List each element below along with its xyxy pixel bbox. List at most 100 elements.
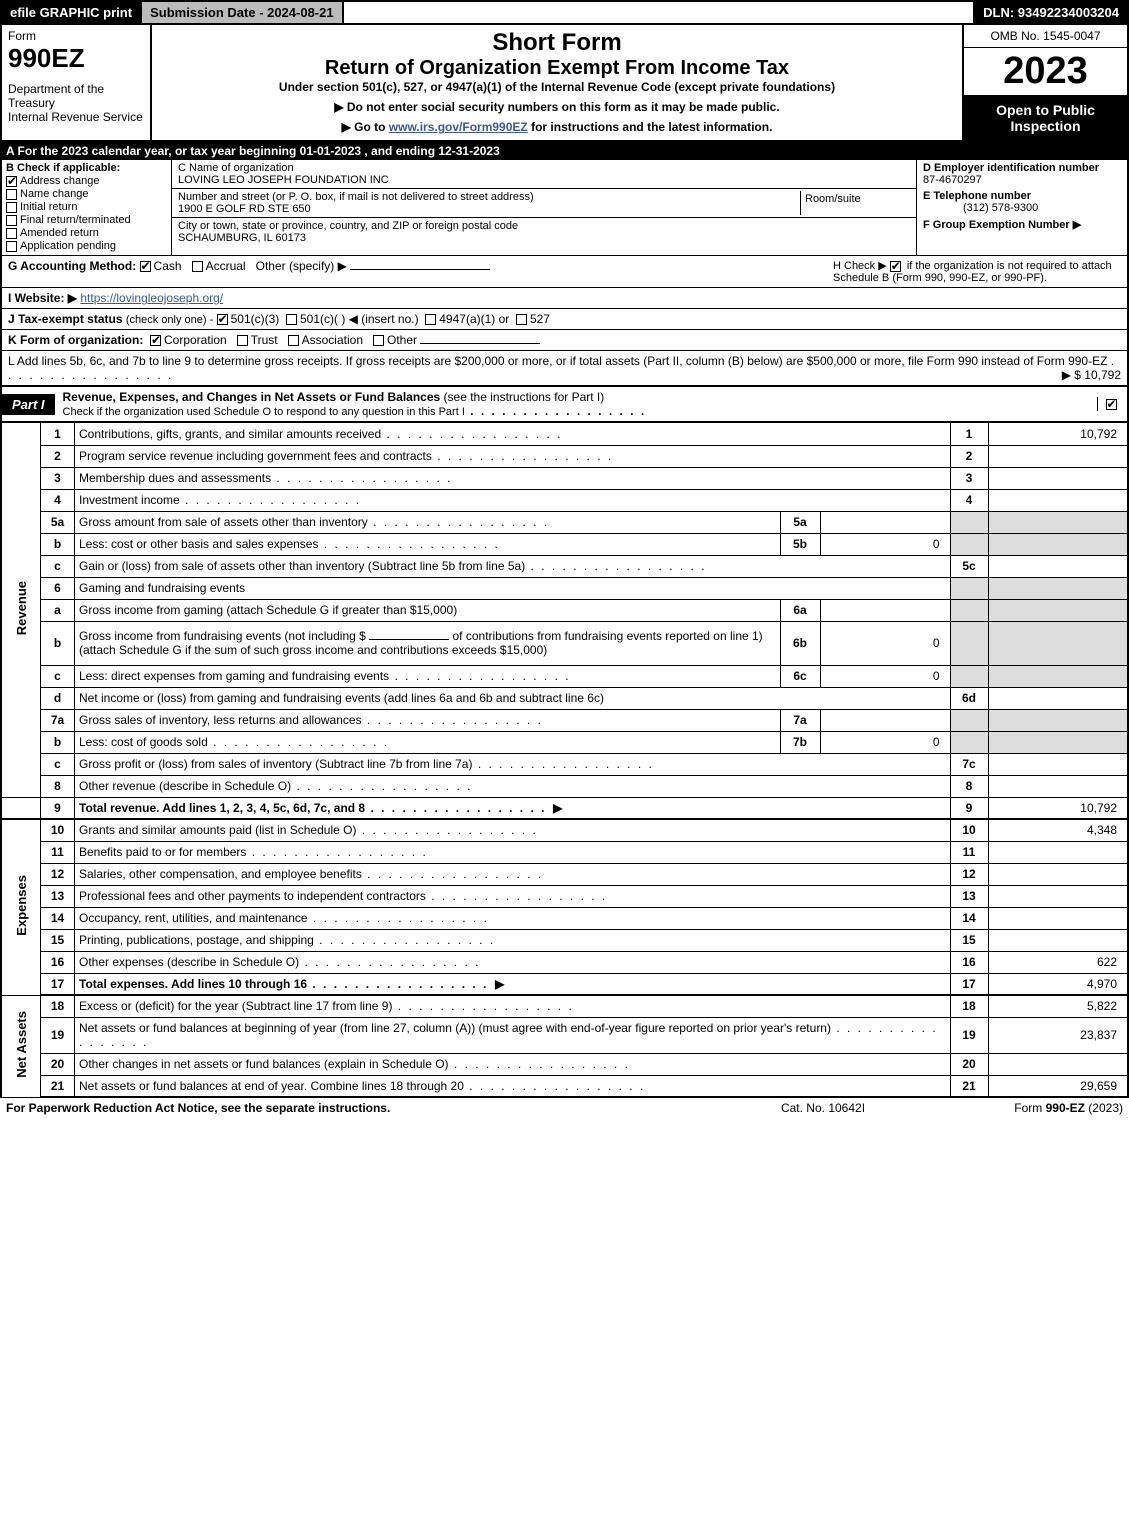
l16-num: 16 (41, 951, 75, 973)
chk-trust[interactable] (237, 335, 248, 346)
irs-link[interactable]: www.irs.gov/Form990EZ (389, 120, 528, 134)
l1-desc: Contributions, gifts, grants, and simila… (79, 427, 381, 441)
d (291, 779, 472, 793)
l7a-rvg (988, 709, 1128, 731)
d (432, 449, 613, 463)
g-label: G Accounting Method: (8, 259, 136, 273)
chk-501c3[interactable] (217, 314, 228, 325)
l4-num: 4 (41, 489, 75, 511)
l6c-rg (950, 665, 988, 687)
i-label: I Website: ▶ (8, 291, 77, 305)
l7c-desc: Gross profit or (loss) from sales of inv… (79, 757, 472, 771)
l20-rnum: 20 (950, 1053, 988, 1075)
l14-rnum: 14 (950, 907, 988, 929)
l13-num: 13 (41, 885, 75, 907)
l5c-val (988, 555, 1128, 577)
chk-initial-return[interactable]: Initial return (6, 201, 167, 213)
l2-desc: Program service revenue including govern… (79, 449, 432, 463)
chk-accrual[interactable] (192, 261, 203, 272)
b-title: B Check if applicable: (6, 162, 120, 174)
l10-desc: Grants and similar amounts paid (list in… (79, 823, 356, 837)
l15-desc: Printing, publications, postage, and shi… (79, 933, 314, 947)
department: Department of the Treasury Internal Reve… (8, 82, 144, 124)
vcat-netassets: Net Assets (1, 995, 41, 1097)
l2-rnum: 2 (950, 445, 988, 467)
city-row: City or town, state or province, country… (172, 218, 916, 246)
l2-num: 2 (41, 445, 75, 467)
line-7c: c Gross profit or (loss) from sales of i… (1, 753, 1128, 775)
chk-sched-b[interactable] (890, 261, 901, 272)
other-org-input[interactable] (420, 343, 540, 344)
header-right-box: OMB No. 1545-0047 2023 Open to Public In… (962, 25, 1127, 140)
l1-rnum: 1 (950, 423, 988, 445)
l10-val: 4,348 (988, 819, 1128, 841)
footer-cat: Cat. No. 10642I (723, 1101, 923, 1115)
other-specify-input[interactable] (350, 269, 490, 270)
j-o2: 501(c)( ) ◀ (insert no.) (300, 312, 419, 326)
section-j: J Tax-exempt status (check only one) - 5… (0, 309, 1129, 330)
form-header: Form 990EZ Department of the Treasury In… (0, 25, 1129, 142)
chk-corp[interactable] (150, 335, 161, 346)
l6d-val (988, 687, 1128, 709)
tax-year: 2023 (964, 48, 1127, 96)
l6a-rg (950, 599, 988, 621)
d (525, 559, 706, 573)
chk-other-org[interactable] (373, 335, 384, 346)
chk-final-return[interactable]: Final return/terminated (6, 214, 167, 226)
l6-num: 6 (41, 577, 75, 599)
chk-501c[interactable] (286, 314, 297, 325)
chk-cash[interactable] (140, 261, 151, 272)
website-link[interactable]: https://lovingleojoseph.org/ (80, 291, 223, 305)
l4-rnum: 4 (950, 489, 988, 511)
d (208, 735, 389, 749)
l21-desc: Net assets or fund balances at end of ye… (79, 1079, 464, 1093)
omb-number: OMB No. 1545-0047 (964, 25, 1127, 48)
l18-rnum: 18 (950, 995, 988, 1017)
l13-val (988, 885, 1128, 907)
d (464, 1079, 645, 1093)
d (449, 1057, 630, 1071)
efile-link[interactable]: efile GRAPHIC print (2, 2, 142, 23)
line-6: 6 Gaming and fundraising events (1, 577, 1128, 599)
l19-val: 23,837 (988, 1017, 1128, 1053)
chk-label-5: Application pending (20, 240, 116, 252)
title1: Short Form (160, 29, 954, 57)
l5a-desc: Gross amount from sale of assets other t… (79, 515, 368, 529)
org-name: LOVING LEO JOSEPH FOUNDATION INC (178, 174, 389, 186)
part-i-check[interactable] (1097, 397, 1127, 411)
l15-rnum: 15 (950, 929, 988, 951)
accrual-label: Accrual (206, 259, 246, 273)
d (365, 801, 546, 815)
section-i: I Website: ▶ https://lovingleojoseph.org… (0, 288, 1129, 309)
l19-num: 19 (41, 1017, 75, 1053)
chk-4947[interactable] (425, 314, 436, 325)
l5b-num: b (41, 533, 75, 555)
l12-rnum: 12 (950, 863, 988, 885)
l6a-m: 6a (780, 599, 820, 621)
l9-rnum: 9 (950, 797, 988, 819)
form-number: 990EZ (8, 43, 144, 74)
l5c-rnum: 5c (950, 555, 988, 577)
l14-num: 14 (41, 907, 75, 929)
l3-val (988, 467, 1128, 489)
d (362, 713, 543, 727)
chk-527[interactable] (516, 314, 527, 325)
l17-num: 17 (41, 973, 75, 995)
l19-rnum: 19 (950, 1017, 988, 1053)
l6b-blank[interactable] (369, 639, 449, 640)
chk-amended-return[interactable]: Amended return (6, 227, 167, 239)
d (381, 427, 562, 441)
l13-desc: Professional fees and other payments to … (79, 889, 426, 903)
chk-assoc[interactable] (288, 335, 299, 346)
chk-address-change[interactable]: Address change (6, 175, 167, 187)
l10-rnum: 10 (950, 819, 988, 841)
form-number-box: Form 990EZ Department of the Treasury In… (2, 25, 152, 140)
chk-application-pending[interactable]: Application pending (6, 240, 167, 252)
title2: Return of Organization Exempt From Incom… (160, 57, 954, 80)
l17-desc: Total expenses. Add lines 10 through 16 (79, 977, 307, 991)
org-name-label: C Name of organization (178, 162, 294, 174)
l4-val (988, 489, 1128, 511)
note2-pre: ▶ Go to (342, 120, 389, 134)
submission-date: Submission Date - 2024-08-21 (142, 2, 344, 23)
chk-name-change[interactable]: Name change (6, 188, 167, 200)
